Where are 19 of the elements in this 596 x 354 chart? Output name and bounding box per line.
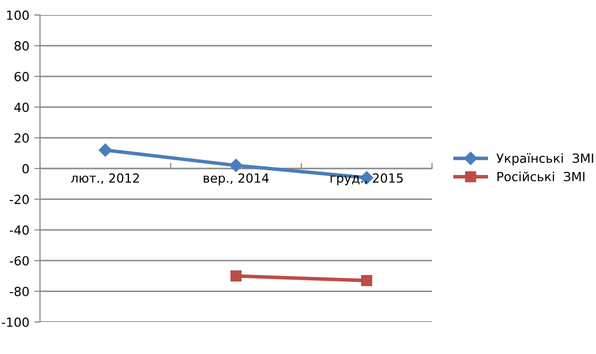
point <box>98 143 112 157</box>
y-tick-label: -20 <box>10 194 29 204</box>
y-tick-label: -100 <box>2 317 29 327</box>
legend-label: Українські ЗМІ <box>496 153 594 166</box>
y-tick-label: 20 <box>14 133 29 143</box>
x-tick-label: вер., 2014 <box>204 173 269 186</box>
y-tick-label: -40 <box>10 225 29 235</box>
y-tick-label: 60 <box>14 72 29 82</box>
y-tick-label: 80 <box>14 41 29 51</box>
point <box>229 158 243 172</box>
point <box>230 270 242 282</box>
y-tick-label: -80 <box>10 286 29 296</box>
y-tick-label: -60 <box>10 256 29 266</box>
y-tick-label: 40 <box>14 102 29 112</box>
x-tick-label: лют., 2012 <box>71 173 139 184</box>
point <box>361 275 372 286</box>
y-tick-label: 100 <box>7 10 29 20</box>
y-tick-label: 0 <box>22 164 29 174</box>
legend-label: Російські ЗМІ <box>497 172 584 182</box>
